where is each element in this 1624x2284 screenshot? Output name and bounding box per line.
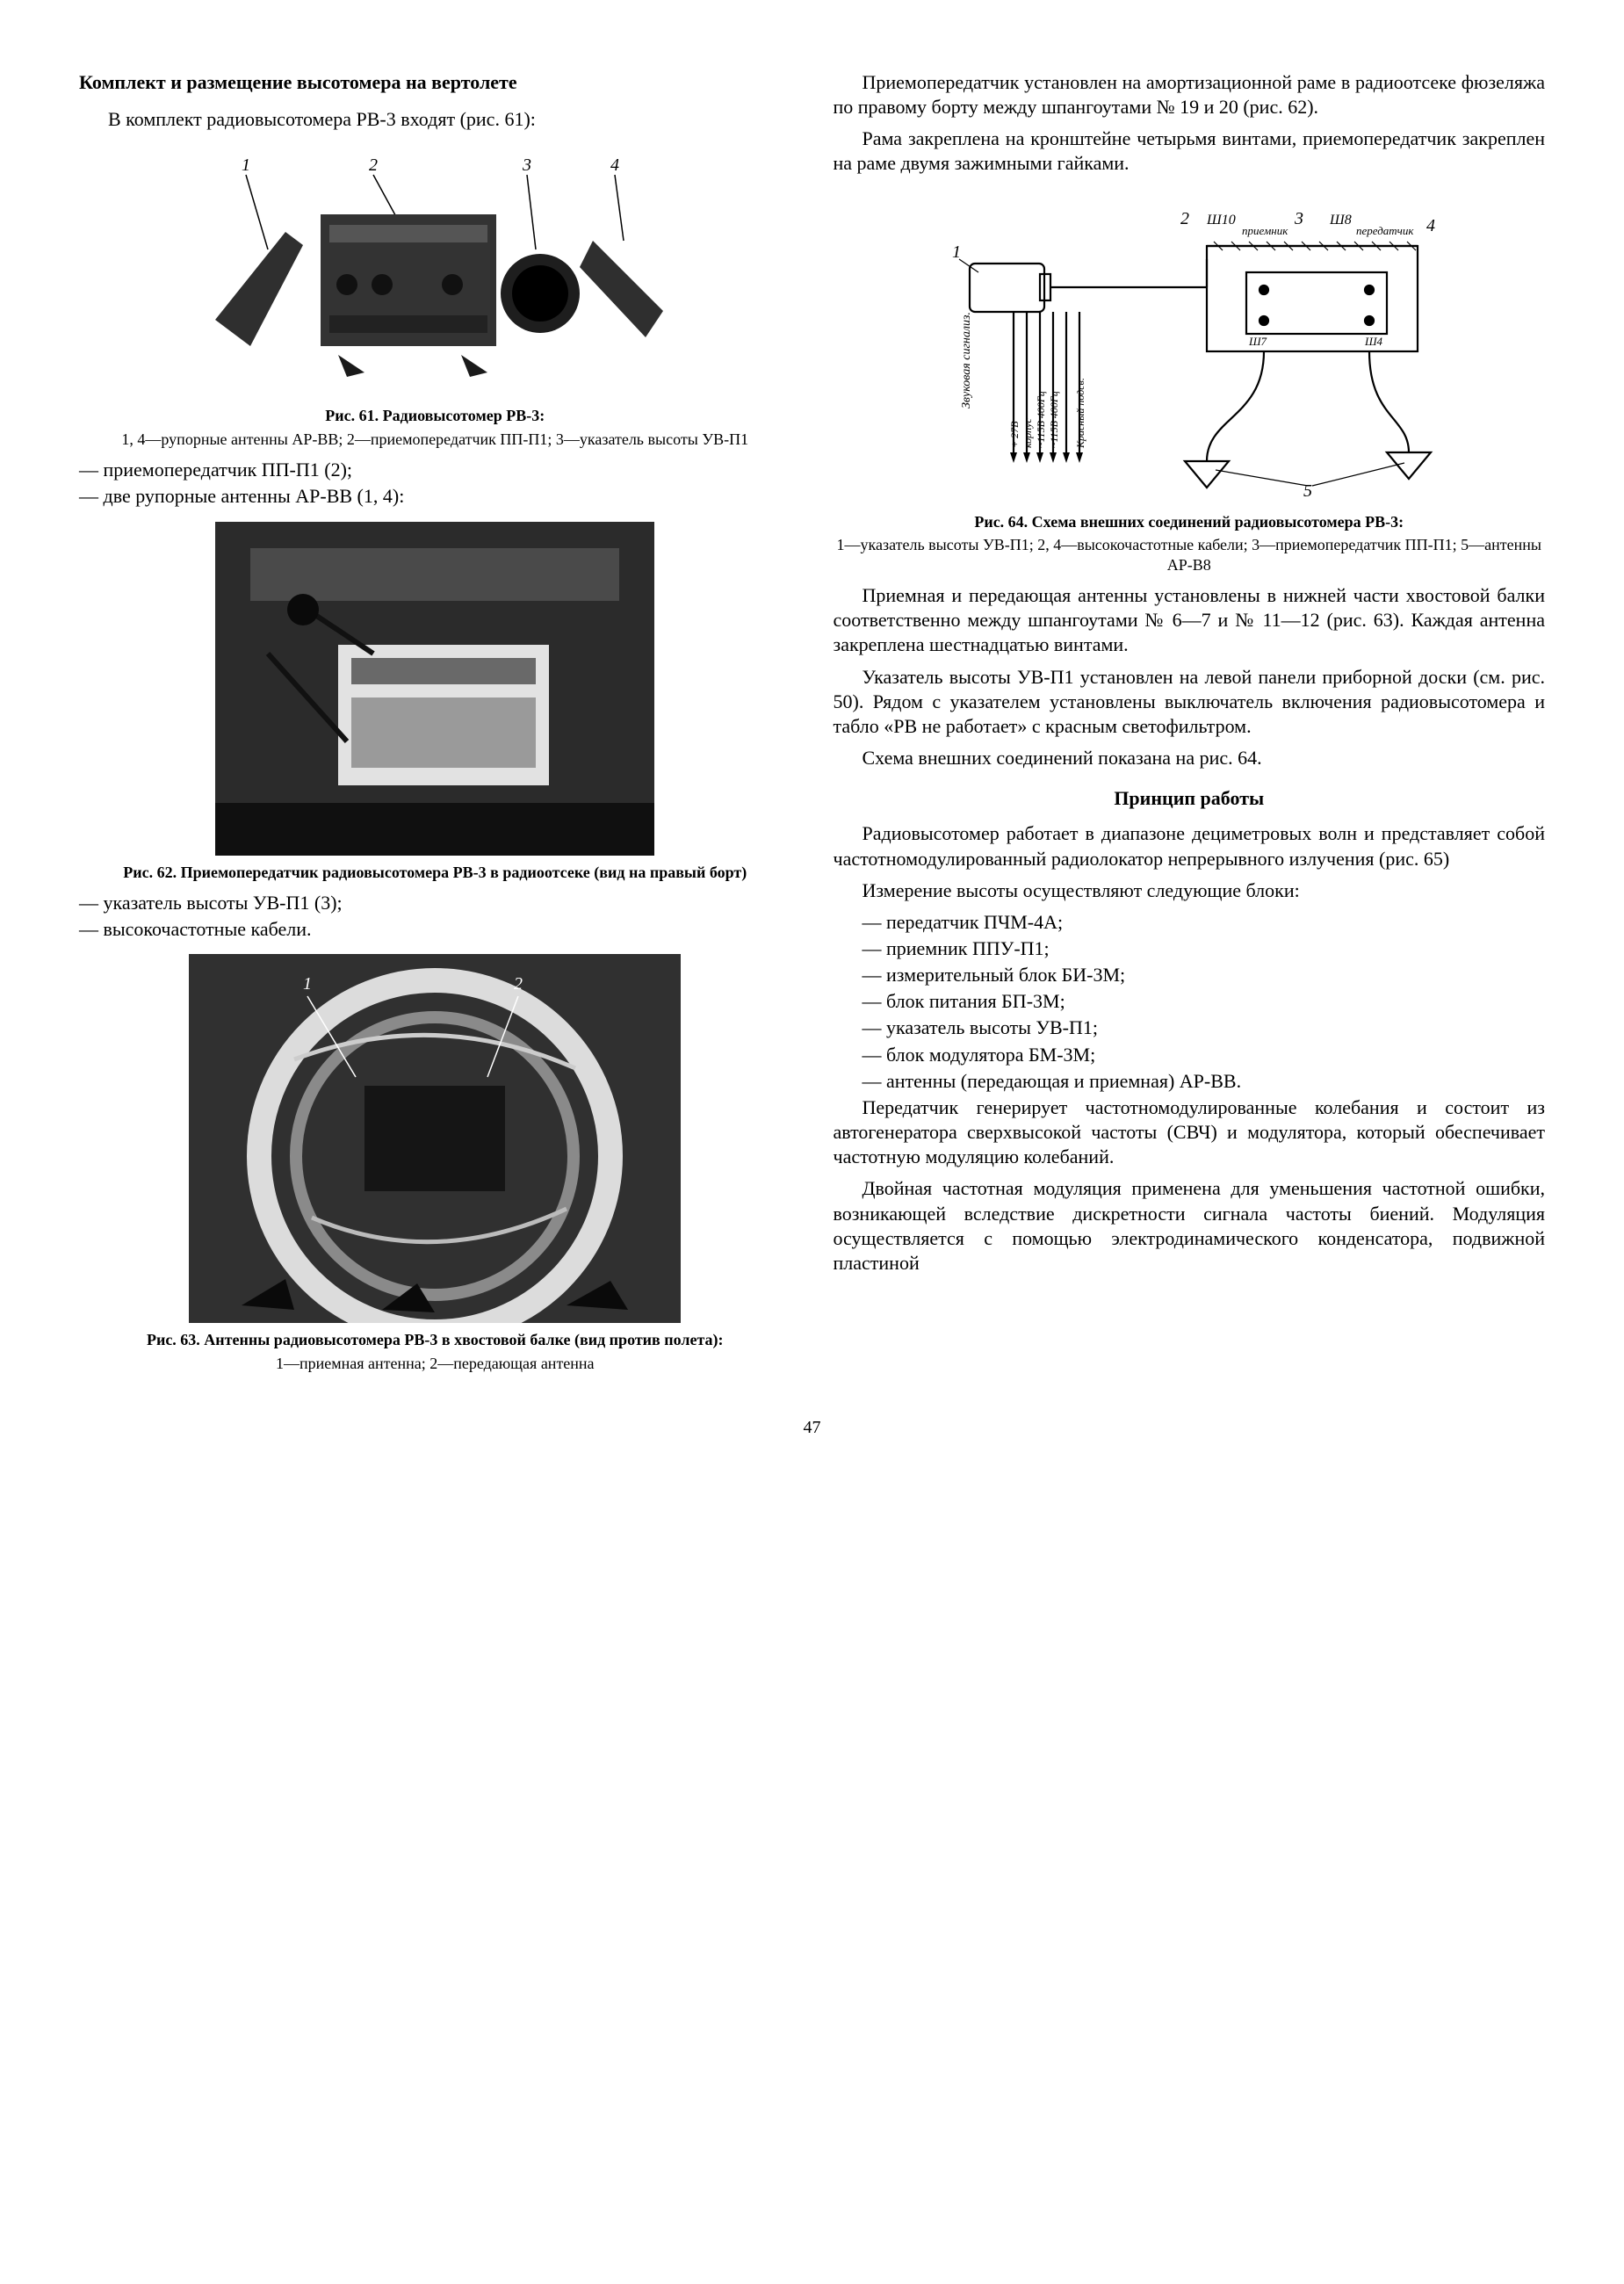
svg-text:Ш7: Ш7 (1248, 335, 1267, 348)
svg-text:2: 2 (369, 155, 378, 175)
svg-text:Красный подсв.: Красный подсв. (1074, 378, 1086, 449)
list-item: — передатчик ПЧМ-4А; (834, 910, 1546, 935)
list-item: — блок модулятора БМ-3М; (834, 1043, 1546, 1067)
intro-paragraph: В комплект радиовысотомера РВ-3 входят (… (79, 107, 791, 132)
svg-text:Ш8: Ш8 (1329, 213, 1352, 228)
paragraph: Указатель высоты УВ-П1 установлен на лев… (834, 665, 1546, 739)
figure-61-image: 1 2 3 4 (189, 144, 681, 399)
paragraph: Радиовысотомер работает в диапазоне деци… (834, 821, 1546, 871)
figure-63: 1 2 Рис. 63. Антенны радиовысотомера РВ-… (79, 954, 791, 1373)
list-item: — приемопередатчик ПП-П1 (2); (79, 458, 791, 482)
list-item: — указатель высоты УВ-П1; (834, 1016, 1546, 1040)
page-number: 47 (79, 1417, 1545, 1440)
list-item: — блок питания БП-3М; (834, 989, 1546, 1014)
svg-text:корпус: корпус (1021, 417, 1034, 447)
svg-text:1: 1 (242, 155, 250, 175)
list-item: — две рупорные антенны АР-ВВ (1, 4): (79, 484, 791, 509)
svg-text:Ш4: Ш4 (1364, 335, 1383, 348)
figure-64: 1 2 Ш10 приемник 3 Ш8 передатчик 4 (834, 189, 1546, 575)
subsection-heading: Принцип работы (834, 786, 1546, 811)
paragraph: Приемная и передающая антенны установлен… (834, 583, 1546, 657)
figure-64-caption: Рис. 64. Схема внешних соединений радиов… (834, 512, 1546, 532)
paragraph: Двойная частотная модуляция применена дл… (834, 1176, 1546, 1276)
svg-text:передатчик: передатчик (1356, 224, 1414, 237)
paragraph: Приемопередатчик установлен на амортизац… (834, 70, 1546, 119)
list-item: — антенны (передающая и приемная) АР-ВВ. (834, 1069, 1546, 1094)
list-item: — высокочастотные кабели. (79, 917, 791, 942)
figure-63-caption: Рис. 63. Антенны радиовысотомера РВ-3 в … (79, 1330, 791, 1350)
list-item: — указатель высоты УВ-П1 (3); (79, 891, 791, 915)
figure-63-legend: 1—приемная антенна; 2—передающая антенна (79, 1354, 791, 1374)
blocks-list: — передатчик ПЧМ-4А; — приемник ППУ-П1; … (834, 910, 1546, 1094)
list-item: — приемник ППУ-П1; (834, 936, 1546, 961)
figure-62-image (215, 522, 654, 856)
figure-64-diagram: 1 2 Ш10 приемник 3 Ш8 передатчик 4 (917, 189, 1462, 505)
svg-text:4: 4 (1426, 216, 1435, 235)
list-item: — измерительный блок БИ-3М; (834, 963, 1546, 987)
right-column: Приемопередатчик установлен на амортизац… (834, 70, 1546, 1382)
svg-text:3: 3 (522, 155, 531, 175)
svg-text:~115В 400Гц: ~115В 400Гц (1035, 391, 1047, 448)
svg-text:~115В 400Гц: ~115В 400Гц (1048, 391, 1060, 448)
svg-text:Звуковая сигнализ.: Звуковая сигнализ. (960, 312, 973, 408)
figure-62: Рис. 62. Приемопередатчик радиовысотомер… (79, 522, 791, 883)
svg-text:5: 5 (1303, 481, 1312, 501)
left-column: Комплект и размещение высотомера на верт… (79, 70, 791, 1382)
figure-61: 1 2 3 4 (79, 144, 791, 449)
svg-text:4: 4 (610, 155, 619, 175)
section-heading: Комплект и размещение высотомера на верт… (79, 70, 791, 95)
svg-text:2: 2 (1180, 209, 1189, 228)
figure-61-legend: 1, 4—рупорные антенны АР-ВВ; 2—приемопер… (79, 430, 791, 450)
svg-text:1: 1 (303, 974, 312, 994)
component-list-2: — указатель высоты УВ-П1 (3); — высокоча… (79, 891, 791, 942)
paragraph: Схема внешних соединений показана на рис… (834, 746, 1546, 770)
svg-text:Ш10: Ш10 (1206, 213, 1236, 228)
svg-text:+ 27В: + 27В (1008, 421, 1021, 448)
paragraph: Измерение высоты осуществляют следующие … (834, 878, 1546, 903)
svg-text:приемник: приемник (1242, 224, 1288, 237)
paragraph: Рама закреплена на кронштейне четырьмя в… (834, 126, 1546, 176)
figure-62-caption: Рис. 62. Приемопередатчик радиовысотомер… (79, 863, 791, 883)
paragraph: Передатчик генерирует частотномодулирова… (834, 1095, 1546, 1169)
svg-text:2: 2 (514, 974, 523, 994)
figure-61-caption: Рис. 61. Радиовысотомер РВ-3: (79, 406, 791, 426)
svg-text:3: 3 (1294, 209, 1303, 228)
figure-64-legend: 1—указатель высоты УВ-П1; 2, 4—высокочас… (834, 535, 1546, 575)
figure-63-image: 1 2 (189, 954, 681, 1323)
component-list-1: — приемопередатчик ПП-П1 (2); — две рупо… (79, 458, 791, 509)
